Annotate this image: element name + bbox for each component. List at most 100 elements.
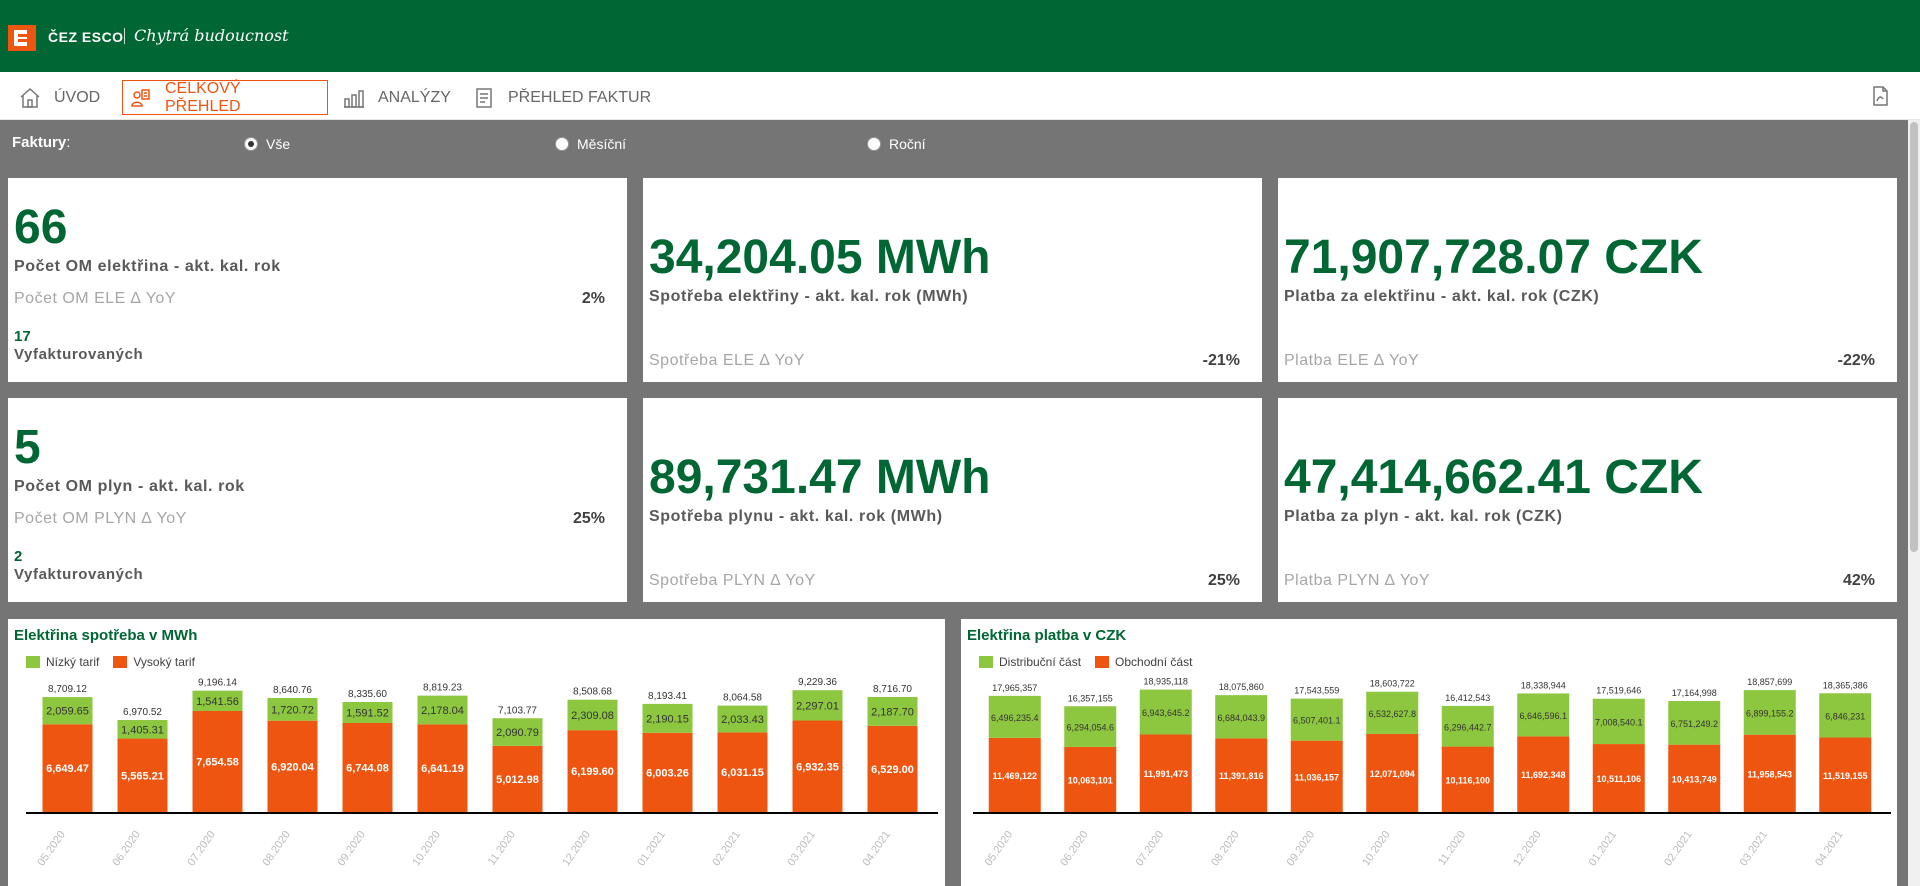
nav-item-uvod[interactable]: ÚVOD [18, 80, 100, 115]
data-label-lower: 7,654.58 [196, 756, 239, 768]
cez-logo-icon [8, 25, 36, 51]
bar-segment-upper [492, 718, 543, 746]
data-label-total: 17,519,646 [1596, 686, 1641, 696]
data-label-upper: 2,059.65 [46, 706, 89, 718]
data-label-total: 8,640.76 [273, 685, 312, 696]
invoiced-count: 17 [14, 328, 31, 345]
legend-item[interactable]: Nízký tarif [26, 655, 99, 669]
data-label-upper: 2,178.04 [421, 705, 464, 717]
nav-item-label: PŘEHLED FAKTUR [508, 88, 652, 106]
x-tick-label: 10.2020 [1360, 829, 1393, 868]
data-label-lower: 11,519,155 [1823, 771, 1868, 781]
filter-option-label: Roční [889, 136, 926, 152]
data-label-lower: 5,565.21 [121, 770, 164, 782]
brand-tagline: Chytrá budoucnost [134, 26, 289, 45]
x-tick-label: 11.2020 [1436, 829, 1468, 868]
bar-segment-lower [1290, 740, 1343, 812]
data-label-upper: 1,720.72 [271, 704, 314, 716]
bar-segment-upper [1668, 701, 1721, 745]
yoy-label: Spotřeba PLYN ∆ YoY [649, 572, 816, 589]
bar-segment-lower [1064, 746, 1117, 812]
vertical-scrollbar[interactable] [1908, 120, 1920, 886]
x-tick-label: 01.2021 [1587, 829, 1620, 868]
x-tick-label: 08.2020 [260, 829, 293, 868]
data-label-lower: 10,413,749 [1672, 774, 1717, 784]
data-label-upper: 6,532,627.8 [1368, 709, 1416, 719]
bar-segment-lower [642, 732, 693, 812]
filter-option-label: Vše [266, 136, 291, 152]
home-icon [18, 86, 42, 110]
nav-item-celkovy-prehled[interactable]: CELKOVÝ PŘEHLED [122, 80, 328, 115]
kpi-title: Počet OM elektřina - akt. kal. rok [14, 258, 281, 275]
filter-option-rocni[interactable]: Roční [867, 136, 926, 152]
kpi-value: 47,414,662.41 CZK [1284, 451, 1703, 504]
data-label-lower: 6,649.47 [46, 763, 89, 775]
legend-item[interactable]: Distribuční část [979, 655, 1081, 669]
kpi-title: Platba za plyn - akt. kal. rok (CZK) [1284, 508, 1563, 525]
pdf-export-icon[interactable] [1868, 84, 1892, 108]
x-tick-label: 02.2021 [1662, 829, 1695, 868]
bar-segment-upper [267, 697, 318, 721]
yoy-value: 2% [581, 290, 605, 307]
data-label-upper: 2,033.43 [721, 714, 764, 726]
bar-segment-upper [1517, 693, 1570, 737]
yoy-value: 25% [572, 510, 605, 527]
bar-segment-upper [792, 690, 843, 721]
data-label-total: 18,857,699 [1747, 677, 1792, 687]
data-label-total: 18,603,722 [1370, 679, 1415, 689]
x-tick-label: 07.2020 [1134, 829, 1167, 868]
yoy-label: Počet OM PLYN ∆ YoY [14, 510, 187, 527]
invoiced-label: Vyfakturovaných [14, 346, 144, 363]
yoy-label: Platba PLYN ∆ YoY [1284, 572, 1431, 589]
data-label-lower: 10,063,101 [1068, 775, 1113, 785]
bar-segment-lower [342, 723, 393, 812]
filter-option-label: Měsíční [577, 136, 627, 152]
x-tick-label: 12.2020 [1511, 829, 1544, 868]
bar-segment-upper [1743, 690, 1796, 735]
scrollbar-thumb[interactable] [1910, 122, 1918, 552]
nav-item-label: ANALÝZY [378, 88, 451, 106]
kpi-value: 66 [14, 201, 68, 254]
x-tick-label: 10.2020 [410, 829, 443, 868]
data-label-upper: 6,496,235.4 [991, 713, 1039, 723]
nav-item-analyzy[interactable]: ANALÝZY [342, 80, 451, 115]
chart-title: Elektřina spotřeba v MWh [14, 627, 198, 644]
kpi-value: 89,731.47 MWh [649, 451, 991, 504]
yoy-label: Počet OM ELE ∆ YoY [14, 290, 176, 307]
card-gas-consumption: 89,731.47 MWh Spotřeba plynu - akt. kal.… [643, 398, 1262, 602]
legend-label: Obchodní část [1115, 655, 1193, 669]
bar-segment-lower [117, 738, 168, 812]
data-label-total: 6,970.52 [123, 707, 162, 718]
x-tick-label: 07.2020 [185, 829, 218, 868]
data-label-upper: 2,309.08 [571, 710, 614, 722]
legend-item[interactable]: Obchodní část [1095, 655, 1192, 669]
data-label-upper: 6,507,401.1 [1293, 716, 1341, 726]
data-label-total: 18,338,944 [1521, 680, 1566, 690]
bar-segment-lower [988, 737, 1041, 812]
data-label-upper: 6,751,249.2 [1670, 719, 1718, 729]
data-label-lower: 11,991,473 [1143, 769, 1188, 779]
filter-option-vse[interactable]: Vše [244, 136, 290, 152]
radio-icon [867, 137, 881, 151]
bar-segment-lower [792, 720, 843, 812]
legend-swatch [1095, 656, 1110, 668]
data-label-total: 8,508.68 [573, 687, 612, 698]
data-label-upper: 1,541.56 [196, 696, 239, 708]
bar-segment-lower [492, 745, 543, 812]
data-label-upper: 1,591.52 [346, 708, 389, 720]
data-label-total: 18,075,860 [1219, 682, 1264, 692]
nav-item-label: ÚVOD [54, 88, 101, 106]
legend-item[interactable]: Vysoký tarif [113, 655, 195, 669]
data-label-total: 8,193.41 [648, 691, 687, 702]
bar-segment-lower [1139, 734, 1192, 812]
bar-segment-upper [1441, 705, 1494, 747]
filter-option-mesicni[interactable]: Měsíční [555, 136, 626, 152]
kpi-title: Spotřeba plynu - akt. kal. rok (MWh) [649, 508, 943, 525]
bar-segment-lower [1819, 737, 1872, 812]
kpi-title: Platba za elektřinu - akt. kal. rok (CZK… [1284, 288, 1600, 305]
legend-label: Nízký tarif [46, 655, 100, 669]
x-tick-label: 01.2021 [635, 829, 668, 868]
data-label-lower: 10,511,106 [1596, 774, 1641, 784]
data-label-lower: 11,469,122 [992, 771, 1037, 781]
nav-item-prehled-faktur[interactable]: PŘEHLED FAKTUR [472, 80, 651, 115]
